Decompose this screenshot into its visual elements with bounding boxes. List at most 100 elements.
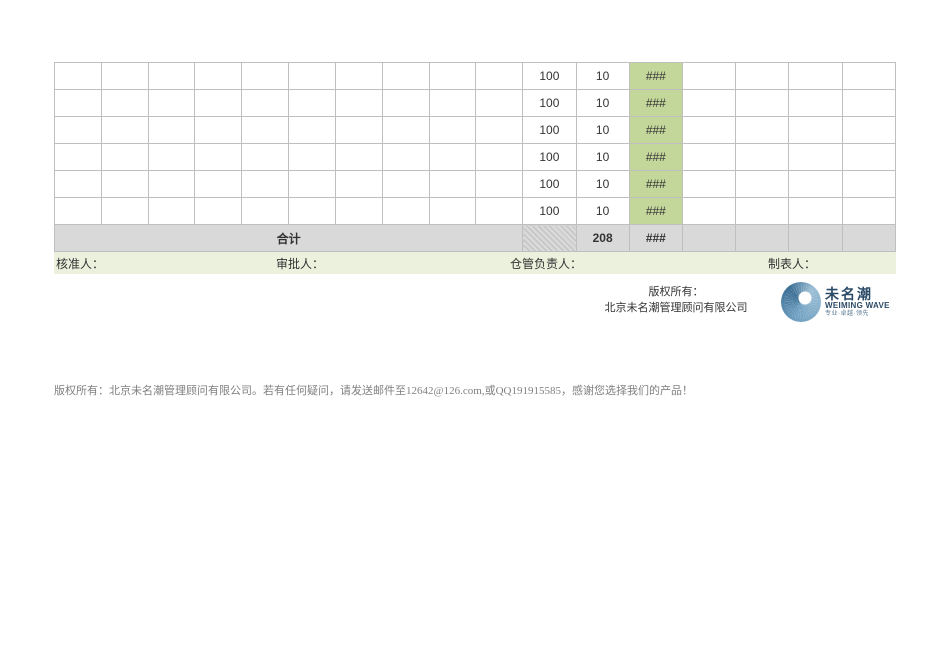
table-cell [476,198,523,225]
table-cell [289,171,336,198]
table-cell [289,198,336,225]
table-cell [195,63,242,90]
copyright-line1: 版权所有： [649,286,704,298]
table-cell [682,171,735,198]
table-cell: 100 [523,144,576,171]
total-cell [789,225,842,252]
table-cell [429,117,476,144]
table-cell [429,198,476,225]
table-cell: ### [629,90,682,117]
logo-cn: 未名潮 [825,287,890,302]
table-cell [382,171,429,198]
table-row: 10010### [55,171,896,198]
table-cell [382,90,429,117]
table-cell: 10 [576,90,629,117]
table-cell [101,90,148,117]
table-row: 10010### [55,117,896,144]
table-cell: ### [629,117,682,144]
table-cell [55,90,102,117]
table-cell [842,63,895,90]
total-cell: 208 [576,225,629,252]
table-cell [242,144,289,171]
table-cell [429,63,476,90]
table-row: 10010### [55,198,896,225]
copyright-line2: 北京未名潮管理顾问有限公司 [605,302,748,314]
data-table: 10010###10010###10010###10010###10010###… [54,62,896,252]
table-cell [842,117,895,144]
table-cell [335,63,382,90]
table-cell [195,144,242,171]
signature-label: 核准人： [54,252,274,274]
table-cell [335,198,382,225]
table-cell [682,144,735,171]
table-cell [289,90,336,117]
table-cell [55,144,102,171]
table-row: 10010### [55,144,896,171]
table-cell [682,90,735,117]
table-cell [736,144,789,171]
table-cell [101,198,148,225]
table-cell [242,117,289,144]
table-cell [682,198,735,225]
table-cell [382,198,429,225]
table-cell [842,144,895,171]
table-cell [148,117,195,144]
table-cell [148,63,195,90]
table-cell [682,117,735,144]
signature-label: 仓管负责人： [508,252,766,274]
table-cell [476,144,523,171]
table-cell [382,117,429,144]
table-cell [289,117,336,144]
table-cell [736,117,789,144]
table-cell [736,198,789,225]
table-cell [789,90,842,117]
table-cell [55,171,102,198]
table-cell: 10 [576,63,629,90]
table-cell [736,90,789,117]
table-cell [55,63,102,90]
total-cell [842,225,895,252]
table-cell [429,171,476,198]
table-cell [842,90,895,117]
logo-en: WEIMING WAVE [825,302,890,311]
table-cell [476,90,523,117]
table-cell: 10 [576,117,629,144]
logo: 未名潮 WEIMING WAVE 专业·卓越·领先 [781,278,896,326]
table-cell [476,117,523,144]
table-cell [789,198,842,225]
table-cell: 10 [576,198,629,225]
table-row: 10010### [55,63,896,90]
total-cell [523,225,576,252]
table-cell [682,63,735,90]
table-cell [101,63,148,90]
table-cell [101,144,148,171]
table-cell [148,171,195,198]
table-cell [55,117,102,144]
table-cell: ### [629,171,682,198]
total-cell [736,225,789,252]
table-cell [789,144,842,171]
table-cell: 100 [523,117,576,144]
table-cell [242,63,289,90]
table-cell: 10 [576,171,629,198]
table-cell [242,90,289,117]
table-cell [148,198,195,225]
table-cell [476,63,523,90]
footer-note: 版权所有：北京未名潮管理顾问有限公司。若有任何疑问，请发送邮件至12642@12… [54,382,896,398]
total-cell: ### [629,225,682,252]
table-cell [289,144,336,171]
table-cell [148,144,195,171]
table-cell: 10 [576,144,629,171]
signature-label: 制表人： [766,252,896,274]
table-cell [148,90,195,117]
table-cell: 100 [523,171,576,198]
table-cell [335,144,382,171]
total-cell [682,225,735,252]
table-cell [382,63,429,90]
table-cell [789,63,842,90]
table-cell: 100 [523,198,576,225]
table-cell [335,117,382,144]
table-cell [195,117,242,144]
total-row: 合计208### [55,225,896,252]
table-cell [842,198,895,225]
